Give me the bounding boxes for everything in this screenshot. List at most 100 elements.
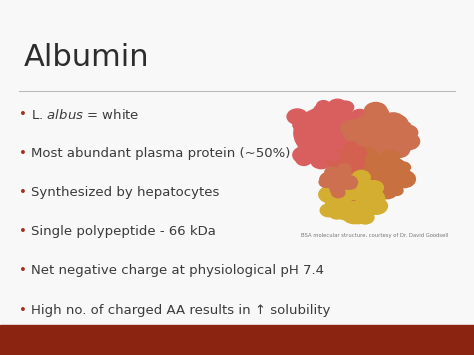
Circle shape bbox=[313, 146, 331, 159]
Circle shape bbox=[338, 152, 354, 164]
Circle shape bbox=[376, 159, 389, 169]
Circle shape bbox=[337, 205, 352, 217]
Circle shape bbox=[377, 144, 395, 157]
Circle shape bbox=[365, 103, 387, 119]
Circle shape bbox=[312, 148, 330, 162]
Circle shape bbox=[388, 135, 406, 148]
Circle shape bbox=[326, 151, 340, 161]
Circle shape bbox=[330, 179, 347, 191]
Circle shape bbox=[323, 192, 339, 203]
Circle shape bbox=[347, 186, 366, 200]
Circle shape bbox=[319, 151, 339, 165]
Circle shape bbox=[367, 144, 378, 152]
Circle shape bbox=[357, 189, 377, 204]
Circle shape bbox=[392, 173, 407, 184]
Text: Synthesized by hepatocytes: Synthesized by hepatocytes bbox=[31, 186, 219, 200]
Circle shape bbox=[330, 186, 340, 194]
Text: Albumin: Albumin bbox=[24, 43, 149, 72]
Circle shape bbox=[346, 179, 365, 193]
Circle shape bbox=[316, 145, 337, 160]
Circle shape bbox=[394, 135, 414, 151]
Circle shape bbox=[358, 187, 371, 196]
Circle shape bbox=[342, 168, 357, 178]
Circle shape bbox=[398, 125, 418, 140]
Circle shape bbox=[317, 100, 330, 111]
Circle shape bbox=[377, 184, 397, 199]
Circle shape bbox=[324, 143, 337, 153]
Circle shape bbox=[337, 155, 355, 169]
Circle shape bbox=[356, 181, 370, 191]
Bar bbox=[0, 325, 474, 355]
Circle shape bbox=[347, 182, 356, 189]
Circle shape bbox=[338, 138, 356, 151]
Circle shape bbox=[305, 143, 321, 155]
Circle shape bbox=[365, 181, 383, 195]
Ellipse shape bbox=[351, 112, 408, 158]
Circle shape bbox=[353, 132, 370, 144]
Circle shape bbox=[358, 147, 377, 162]
Circle shape bbox=[332, 172, 347, 184]
Ellipse shape bbox=[294, 106, 365, 160]
Circle shape bbox=[356, 129, 370, 139]
Circle shape bbox=[389, 159, 404, 170]
Circle shape bbox=[340, 148, 361, 164]
Circle shape bbox=[368, 192, 378, 201]
Circle shape bbox=[318, 111, 340, 127]
Circle shape bbox=[328, 174, 346, 188]
Circle shape bbox=[339, 152, 351, 162]
Circle shape bbox=[362, 135, 374, 144]
Circle shape bbox=[357, 184, 371, 194]
Circle shape bbox=[382, 113, 404, 130]
Circle shape bbox=[343, 120, 363, 136]
Circle shape bbox=[327, 174, 346, 188]
Circle shape bbox=[364, 113, 379, 124]
Circle shape bbox=[392, 121, 411, 135]
Circle shape bbox=[362, 155, 385, 173]
Circle shape bbox=[346, 166, 364, 179]
Circle shape bbox=[348, 146, 366, 160]
Circle shape bbox=[338, 168, 350, 177]
Circle shape bbox=[297, 113, 314, 125]
Circle shape bbox=[380, 118, 393, 129]
Circle shape bbox=[304, 132, 323, 146]
Circle shape bbox=[386, 169, 399, 179]
Circle shape bbox=[354, 147, 365, 155]
Circle shape bbox=[362, 190, 385, 207]
Circle shape bbox=[314, 104, 329, 116]
Circle shape bbox=[309, 147, 324, 158]
Circle shape bbox=[362, 188, 374, 197]
Circle shape bbox=[350, 126, 367, 139]
Circle shape bbox=[328, 188, 340, 197]
Circle shape bbox=[363, 192, 378, 203]
Circle shape bbox=[358, 183, 372, 193]
Circle shape bbox=[330, 157, 347, 170]
Circle shape bbox=[300, 126, 312, 136]
Circle shape bbox=[331, 150, 346, 162]
Text: Most abundant plasma protein (~50%): Most abundant plasma protein (~50%) bbox=[31, 147, 290, 160]
Circle shape bbox=[343, 148, 358, 160]
Circle shape bbox=[397, 133, 419, 150]
Text: •: • bbox=[19, 264, 27, 278]
Circle shape bbox=[327, 108, 342, 119]
Circle shape bbox=[336, 185, 357, 201]
Circle shape bbox=[361, 182, 385, 200]
Circle shape bbox=[367, 106, 389, 122]
Circle shape bbox=[306, 137, 323, 150]
Circle shape bbox=[338, 151, 351, 161]
Circle shape bbox=[356, 195, 378, 212]
Circle shape bbox=[308, 148, 324, 159]
Circle shape bbox=[326, 193, 338, 203]
Circle shape bbox=[341, 138, 356, 149]
Circle shape bbox=[359, 139, 378, 154]
Circle shape bbox=[388, 141, 410, 158]
Circle shape bbox=[329, 160, 342, 169]
Circle shape bbox=[313, 148, 326, 158]
Circle shape bbox=[320, 172, 339, 186]
Circle shape bbox=[365, 189, 376, 197]
Text: Single polypeptide - 66 kDa: Single polypeptide - 66 kDa bbox=[31, 225, 216, 239]
Circle shape bbox=[341, 160, 356, 171]
Circle shape bbox=[358, 181, 377, 196]
Circle shape bbox=[306, 138, 326, 154]
Circle shape bbox=[365, 182, 375, 190]
Circle shape bbox=[354, 132, 375, 148]
